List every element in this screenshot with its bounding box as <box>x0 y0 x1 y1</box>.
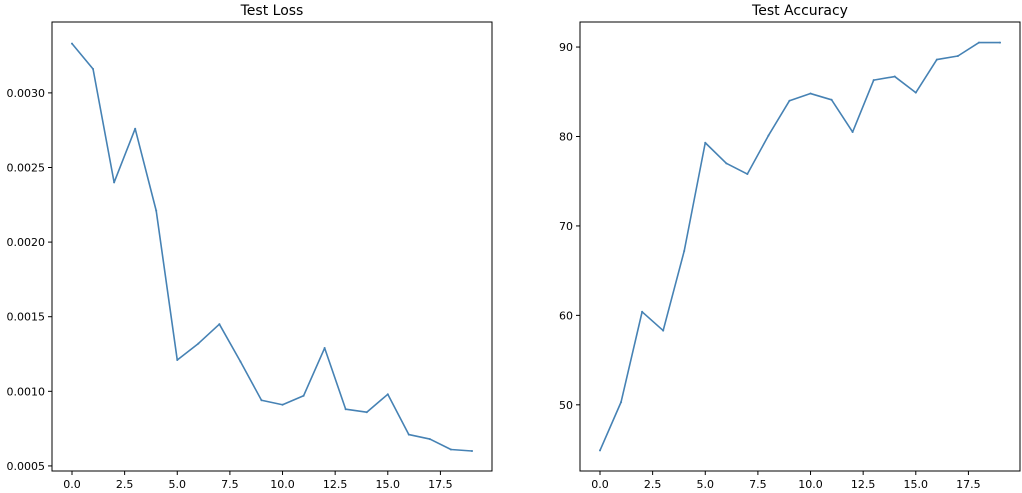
test-accuracy-y-tick-label: 50 <box>559 399 573 412</box>
test-accuracy-point-17 <box>956 54 959 57</box>
test-loss-y-tick-label: 0.0010 <box>7 385 46 398</box>
test-loss-point-13 <box>344 408 347 411</box>
test-loss-point-9 <box>260 399 263 402</box>
test-accuracy-x-tick-label: 12.5 <box>851 478 876 491</box>
test-accuracy-series-line <box>599 41 1001 452</box>
test-loss-x-tick-label: 7.5 <box>221 478 239 491</box>
test-loss-x-tick-label: 2.5 <box>116 478 134 491</box>
test-accuracy-title: Test Accuracy <box>751 3 848 19</box>
test-accuracy-y-tick-label: 90 <box>559 41 573 54</box>
test-loss-point-16 <box>407 433 410 436</box>
test-accuracy-point-10 <box>809 92 812 95</box>
test-loss-x-tick-label: 15.0 <box>376 478 401 491</box>
test-loss-point-17 <box>428 438 431 441</box>
test-loss-y-tick-label: 0.0020 <box>7 236 46 249</box>
test-loss-point-1 <box>92 68 95 70</box>
test-loss-point-18 <box>449 448 452 451</box>
test-loss-plot-frame <box>51 21 493 472</box>
test-accuracy-marks <box>599 41 1001 452</box>
test-loss-x-tick-label: 10.0 <box>270 478 295 491</box>
test-loss-point-7 <box>218 323 221 326</box>
test-loss-x-tick-label: 5.0 <box>169 478 187 491</box>
test-loss-y-tick-label: 0.0030 <box>7 87 46 100</box>
test-accuracy-point-5 <box>704 141 707 144</box>
test-accuracy-point-2 <box>641 310 644 313</box>
test-accuracy-point-13 <box>872 79 875 82</box>
test-loss-point-3 <box>134 127 137 130</box>
test-loss-x-tick-label: 12.5 <box>323 478 348 491</box>
test-loss-point-0 <box>71 42 73 45</box>
test-loss-series-line <box>71 42 473 452</box>
test-accuracy-point-7 <box>746 173 749 176</box>
test-accuracy-point-4 <box>683 249 686 252</box>
test-loss-y-tick-label: 0.0005 <box>7 460 46 473</box>
test-accuracy-point-6 <box>725 162 728 165</box>
test-loss-x-tick-label: 17.5 <box>428 478 453 491</box>
test-accuracy-point-12 <box>851 131 854 134</box>
test-accuracy-x-tick-label: 7.5 <box>749 478 767 491</box>
test-loss-title: Test Loss <box>240 3 304 19</box>
test-loss-x-axis: 0.0 2.5 5.0 7.5 10.0 12.5 15.0 17.5 <box>63 471 453 491</box>
test-loss-point-5 <box>176 358 179 361</box>
test-accuracy-point-16 <box>935 58 938 61</box>
test-accuracy-x-axis: 0.0 2.5 5.0 7.5 10.0 12.5 15.0 17.5 <box>591 471 981 491</box>
test-loss-y-tick-label: 0.0025 <box>7 161 46 174</box>
test-loss-point-11 <box>302 394 305 397</box>
test-accuracy-y-tick-label: 70 <box>559 220 573 233</box>
test-accuracy-point-15 <box>914 91 917 94</box>
test-accuracy-point-8 <box>767 134 770 137</box>
test-accuracy-panel: Test Accuracy 0.0 2.5 5.0 7.5 10.0 12.5 15.0 17… <box>559 3 1021 491</box>
test-accuracy-point-14 <box>893 75 896 78</box>
test-accuracy-x-tick-label: 10.0 <box>798 478 823 491</box>
test-loss-point-19 <box>471 450 473 452</box>
test-accuracy-point-3 <box>662 329 665 332</box>
test-accuracy-point-1 <box>620 401 623 404</box>
test-loss-marks <box>71 42 473 452</box>
test-loss-point-4 <box>155 209 158 212</box>
test-accuracy-x-tick-label: 2.5 <box>644 478 662 491</box>
test-loss-y-axis: 0.0005 0.0010 0.0015 0.0020 0.0025 0.0030 <box>7 87 52 473</box>
test-accuracy-x-tick-label: 15.0 <box>904 478 929 491</box>
test-accuracy-x-tick-label: 5.0 <box>697 478 715 491</box>
test-accuracy-plot-frame <box>579 21 1021 472</box>
test-accuracy-point-18 <box>977 41 980 44</box>
test-accuracy-point-19 <box>999 41 1001 44</box>
test-loss-point-2 <box>113 181 116 184</box>
test-accuracy-point-9 <box>788 99 791 102</box>
test-accuracy-y-axis: 50 60 70 80 90 <box>559 41 580 412</box>
test-loss-point-12 <box>323 347 326 350</box>
test-accuracy-y-tick-label: 60 <box>559 309 573 322</box>
test-loss-point-15 <box>386 393 389 396</box>
test-accuracy-y-tick-label: 80 <box>559 130 573 143</box>
test-loss-point-10 <box>281 403 284 406</box>
test-loss-y-tick-label: 0.0015 <box>7 311 46 324</box>
test-accuracy-x-tick-label: 17.5 <box>956 478 981 491</box>
test-loss-point-6 <box>197 342 200 345</box>
test-loss-point-8 <box>239 360 242 363</box>
test-loss-panel: Test Loss 0.0 2.5 5.0 7.5 10.0 12.5 15.0 17.5 0… <box>7 3 493 491</box>
test-accuracy-point-0 <box>599 449 601 452</box>
test-loss-point-14 <box>365 411 368 414</box>
test-loss-x-tick-label: 0.0 <box>63 478 81 491</box>
test-accuracy-x-tick-label: 0.0 <box>591 478 609 491</box>
test-accuracy-point-11 <box>830 98 833 101</box>
